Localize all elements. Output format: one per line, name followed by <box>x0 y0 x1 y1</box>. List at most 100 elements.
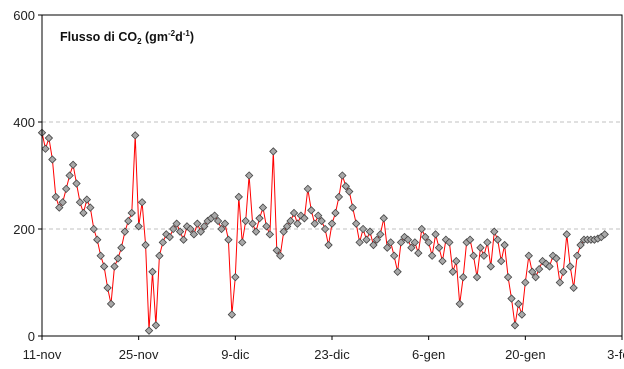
data-point <box>500 240 509 250</box>
data-point <box>44 133 54 143</box>
data-point <box>352 219 361 228</box>
data-point <box>120 227 130 236</box>
data-point <box>452 256 461 266</box>
data-point <box>369 240 378 250</box>
data-point <box>89 224 98 234</box>
data-point <box>238 238 247 247</box>
data-point <box>576 240 585 250</box>
data-point <box>348 203 357 212</box>
data-point <box>414 248 423 258</box>
data-point <box>106 299 116 309</box>
data-point <box>179 235 188 244</box>
data-point <box>272 246 281 255</box>
data-point <box>62 184 71 194</box>
data-point <box>200 222 209 231</box>
data-point <box>358 224 368 234</box>
data-point <box>72 179 81 188</box>
x-tick-label: 25-nov <box>119 347 159 362</box>
data-point <box>486 262 495 271</box>
data-point <box>472 272 482 282</box>
data-point <box>75 198 85 207</box>
x-tick-label: 6-gen <box>412 347 445 362</box>
data-point <box>421 232 430 242</box>
data-point <box>427 251 437 260</box>
data-point <box>424 238 433 247</box>
data-point <box>303 184 312 194</box>
data-point <box>82 195 92 204</box>
gridlines <box>42 121 622 230</box>
data-point <box>562 230 571 239</box>
data-point <box>393 267 402 276</box>
data-point <box>68 160 78 169</box>
x-tick-label: 9-dic <box>221 347 250 362</box>
data-point <box>276 251 285 260</box>
data-point <box>307 206 316 215</box>
data-point <box>407 243 416 252</box>
y-tick-label: 400 <box>13 115 35 130</box>
data-point <box>224 235 233 244</box>
data-point <box>403 235 413 244</box>
data-point <box>541 259 551 268</box>
data-point <box>279 227 288 236</box>
data-point <box>338 171 347 180</box>
data-point <box>372 235 382 244</box>
data-point <box>244 171 254 180</box>
data-point <box>58 198 67 207</box>
data-point <box>434 243 444 252</box>
chart-title: Flusso di CO2 (gm-2d-1) <box>60 29 194 46</box>
data-point <box>376 230 385 239</box>
data-point <box>383 243 392 252</box>
data-point <box>476 243 485 252</box>
data-point <box>241 216 250 226</box>
data-point <box>144 326 154 335</box>
y-tick-label: 0 <box>28 329 35 344</box>
y-tick-label: 200 <box>13 222 35 237</box>
data-point <box>286 216 295 226</box>
data-point <box>127 208 136 218</box>
title-sup-m2: -2 <box>168 29 176 38</box>
data-point <box>389 251 399 260</box>
x-tick-label: 3-feb <box>607 347 624 362</box>
data-point <box>79 208 88 218</box>
data-point <box>528 267 537 276</box>
data-point <box>155 251 164 260</box>
data-point <box>507 294 516 303</box>
data-point <box>310 219 319 228</box>
data-point <box>99 262 109 271</box>
data-point <box>41 144 50 153</box>
data-point <box>110 262 119 271</box>
data-point <box>148 267 157 276</box>
plot-frame <box>41 14 623 337</box>
data-point <box>438 256 447 266</box>
data-point <box>296 211 306 220</box>
data-point <box>320 224 330 234</box>
data-point <box>441 235 451 244</box>
data-point <box>141 240 150 250</box>
data-point <box>124 216 133 226</box>
data-point <box>538 256 547 266</box>
data-point <box>158 238 167 247</box>
data-point <box>269 147 278 156</box>
data-point <box>490 227 499 236</box>
data-point <box>169 224 178 234</box>
data-point <box>258 203 268 212</box>
data-point <box>331 208 340 218</box>
data-point <box>386 238 395 247</box>
data-point <box>324 240 333 250</box>
data-point <box>566 262 575 271</box>
data-point <box>196 227 205 236</box>
data-point <box>251 227 261 236</box>
data-point <box>355 238 364 247</box>
data-point <box>113 254 123 263</box>
data-point <box>341 182 350 191</box>
data-point <box>282 222 292 231</box>
data-point <box>503 272 513 282</box>
data-point <box>396 238 406 247</box>
x-axis-ticks: 11-nov 25-nov 9-dic 23-dic 6-gen 20-gen 3-feb <box>23 336 624 362</box>
data-point <box>469 251 478 260</box>
data-point <box>96 251 105 260</box>
data-point <box>165 232 174 242</box>
data-point <box>572 251 582 260</box>
data-point <box>134 222 143 231</box>
